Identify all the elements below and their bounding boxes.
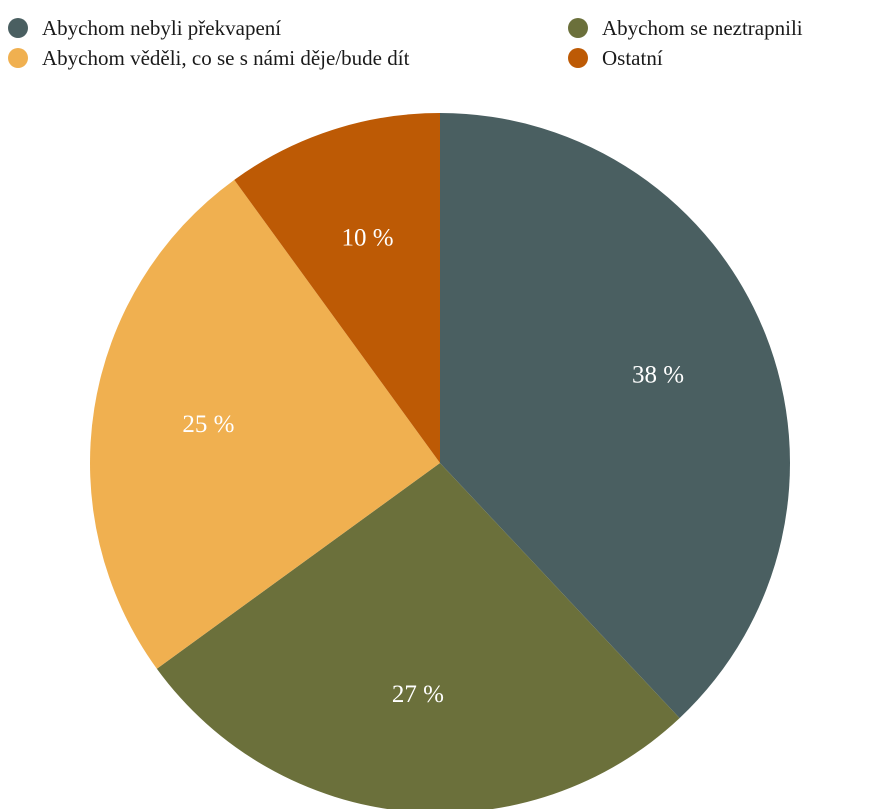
legend-swatch-1 bbox=[568, 18, 588, 38]
legend-label-1: Abychom se neztrapnili bbox=[602, 15, 803, 40]
pie-slice-abychom-nebyli-prekvapeni bbox=[440, 113, 790, 719]
legend-swatch-0 bbox=[8, 18, 28, 38]
pie-slices bbox=[89, 113, 790, 809]
legend-swatch-3 bbox=[568, 48, 588, 68]
slice-label-0: 38 % bbox=[632, 361, 684, 388]
legend-label-3: Ostatní bbox=[602, 45, 663, 70]
slice-label-1: 27 % bbox=[392, 681, 444, 708]
slice-label-3: 10 % bbox=[342, 225, 394, 252]
pie-slice-abychom-se-neztrapnili bbox=[156, 463, 680, 809]
legend-label-2: Abychom věděli, co se s námi děje/bude d… bbox=[42, 45, 410, 70]
legend-item-1: Abychom se neztrapnili bbox=[568, 14, 803, 42]
pie-labels: 38 % 27 % 25 % 10 % bbox=[182, 225, 684, 708]
pie-slice-abychom-vedeli-co-se-s-nami-deje-bude-dit bbox=[89, 179, 440, 669]
legend-item-3: Ostatní bbox=[568, 44, 663, 72]
chart-legend: Abychom nebyli překvapení Abychom se nez… bbox=[8, 14, 868, 74]
legend-label-0: Abychom nebyli překvapení bbox=[42, 15, 282, 40]
legend-swatch-2 bbox=[8, 48, 28, 68]
slice-label-2: 25 % bbox=[182, 411, 234, 438]
legend-item-2: Abychom věděli, co se s námi děje/bude d… bbox=[8, 44, 409, 72]
pie-slice-ostatni bbox=[234, 113, 440, 463]
legend-item-0: Abychom nebyli překvapení bbox=[8, 14, 281, 42]
